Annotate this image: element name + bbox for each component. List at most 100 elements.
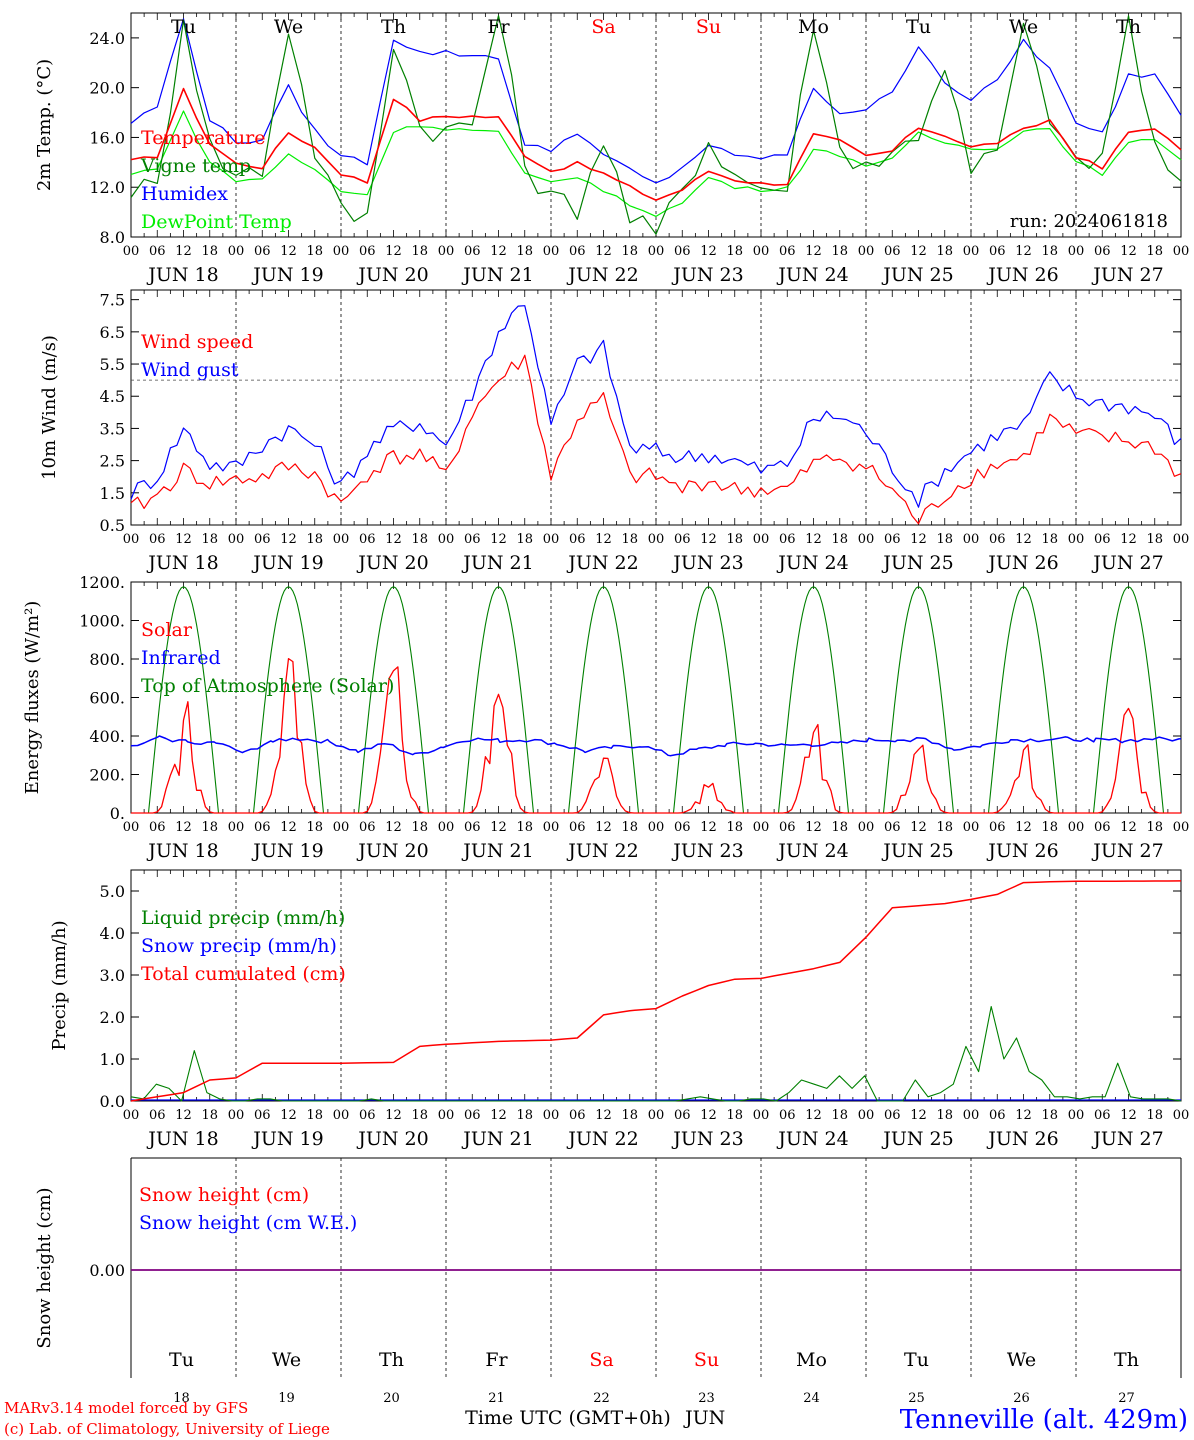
hour-tick-label: 00 <box>1173 1108 1190 1123</box>
hour-tick-label: 06 <box>674 532 691 547</box>
date-label: JUN 25 <box>881 264 953 286</box>
weekday-label: Fr <box>485 1349 508 1371</box>
hour-tick-label: 06 <box>359 532 376 547</box>
hour-tick-label: 00 <box>753 1108 770 1123</box>
legend-entry: Wind speed <box>141 331 253 353</box>
hour-tick-label: 06 <box>779 244 796 259</box>
hour-tick-label: 12 <box>385 532 402 547</box>
y-axis-label: Energy fluxes (W/m²) <box>22 601 43 795</box>
hour-tick-label: 06 <box>149 244 166 259</box>
hour-tick-label: 18 <box>516 244 533 259</box>
hour-tick-label: 06 <box>989 244 1006 259</box>
legend-entry: Snow height (cm) <box>139 1184 309 1206</box>
y-tick-label: 2.0 <box>100 1008 125 1027</box>
hour-tick-label: 06 <box>569 1108 586 1123</box>
hour-tick-label: 00 <box>963 244 980 259</box>
footer-credit-lab: (c) Lab. of Climatology, University of L… <box>4 1420 330 1438</box>
hour-tick-label: 00 <box>543 820 560 835</box>
hour-tick-label: 00 <box>1068 244 1085 259</box>
hour-tick-label: 00 <box>858 1108 875 1123</box>
hour-tick-label: 06 <box>569 244 586 259</box>
hour-tick-label: 12 <box>595 1108 612 1123</box>
y-tick-label: 0.5 <box>100 516 125 535</box>
hour-tick-label: 06 <box>254 820 271 835</box>
hour-tick-label: 18 <box>411 532 428 547</box>
date-label: JUN 21 <box>461 840 533 862</box>
hour-tick-label: 00 <box>543 244 560 259</box>
hour-tick-label: 06 <box>884 1108 901 1123</box>
hour-tick-label: 06 <box>1094 1108 1111 1123</box>
date-label: JUN 21 <box>461 264 533 286</box>
hour-tick-label: 00 <box>438 1108 455 1123</box>
hour-tick-label: 00 <box>1173 532 1190 547</box>
hour-tick-label: 06 <box>464 532 481 547</box>
y-tick-label: 5.0 <box>100 882 125 901</box>
legend-entry: Infrared <box>141 647 221 669</box>
hour-tick-label: 00 <box>228 1108 245 1123</box>
hour-tick-label: 12 <box>805 1108 822 1123</box>
date-label: JUN 26 <box>986 264 1058 286</box>
date-label: JUN 23 <box>671 840 743 862</box>
hour-tick-label: 12 <box>910 532 927 547</box>
hour-tick-label: 06 <box>884 244 901 259</box>
day-number-label: 23 <box>698 1391 715 1406</box>
date-label: JUN 20 <box>356 840 428 862</box>
weekday-label: Tu <box>169 1349 194 1371</box>
hour-tick-label: 18 <box>936 532 953 547</box>
weekday-label: Tu <box>904 1349 929 1371</box>
hour-tick-label: 18 <box>726 244 743 259</box>
legend-entry: Temperature <box>141 127 265 149</box>
hour-tick-label: 18 <box>1041 1108 1058 1123</box>
day-number-label: 27 <box>1118 1391 1135 1406</box>
hour-tick-label: 06 <box>254 532 271 547</box>
hour-tick-label: 12 <box>1015 1108 1032 1123</box>
y-tick-label: 4.5 <box>100 387 125 406</box>
hour-tick-label: 06 <box>359 820 376 835</box>
date-label: JUN 26 <box>986 1128 1058 1150</box>
date-label: JUN 23 <box>671 552 743 574</box>
hour-tick-label: 00 <box>753 244 770 259</box>
hour-tick-label: 00 <box>543 1108 560 1123</box>
hour-tick-label: 12 <box>385 1108 402 1123</box>
panel-1: 10m Wind (m/s) 00 06 12 18 JUN 18 00 06 12 18 JUN … <box>39 289 1190 574</box>
day-number-label: 24 <box>803 1391 820 1406</box>
date-label: JUN 22 <box>566 264 638 286</box>
hour-tick-label: 06 <box>569 532 586 547</box>
day-number-label: 18 <box>173 1391 190 1406</box>
hour-tick-label: 12 <box>385 244 402 259</box>
hour-tick-label: 00 <box>123 820 140 835</box>
hour-tick-label: 18 <box>1146 1108 1163 1123</box>
hour-tick-label: 12 <box>1015 244 1032 259</box>
hour-tick-label: 00 <box>648 820 665 835</box>
date-label: JUN 19 <box>251 840 323 862</box>
hour-tick-label: 12 <box>490 1108 507 1123</box>
date-label: JUN 24 <box>776 840 848 862</box>
panel-4: Snow height (cm) 0.00 Snow height (cm) Snow… <box>34 1157 1182 1406</box>
hour-tick-label: 18 <box>831 1108 848 1123</box>
hour-tick-label: 18 <box>1146 532 1163 547</box>
hour-tick-label: 12 <box>700 532 717 547</box>
hour-tick-label: 18 <box>306 532 323 547</box>
panel-frame <box>130 12 1182 238</box>
hour-tick-label: 12 <box>175 820 192 835</box>
day-number-label: 25 <box>908 1391 925 1406</box>
hour-tick-label: 12 <box>910 1108 927 1123</box>
hour-tick-label: 12 <box>805 820 822 835</box>
y-tick-label: 6.5 <box>100 323 125 342</box>
date-label: JUN 20 <box>356 552 428 574</box>
hour-tick-label: 18 <box>621 820 638 835</box>
hour-tick-label: 18 <box>831 532 848 547</box>
date-label: JUN 26 <box>986 840 1058 862</box>
hour-tick-label: 00 <box>543 532 560 547</box>
date-label: JUN 19 <box>251 264 323 286</box>
hour-tick-label: 18 <box>516 1108 533 1123</box>
hour-tick-label: 18 <box>726 820 743 835</box>
hour-tick-label: 18 <box>201 820 218 835</box>
weekday-label: Th <box>1114 1349 1139 1371</box>
date-label: JUN 25 <box>881 1128 953 1150</box>
day-number-label: 22 <box>593 1391 610 1406</box>
weekday-label: Th <box>381 16 406 38</box>
hour-tick-label: 12 <box>1015 820 1032 835</box>
y-axis-label: Precip (mm/h) <box>49 920 70 1050</box>
